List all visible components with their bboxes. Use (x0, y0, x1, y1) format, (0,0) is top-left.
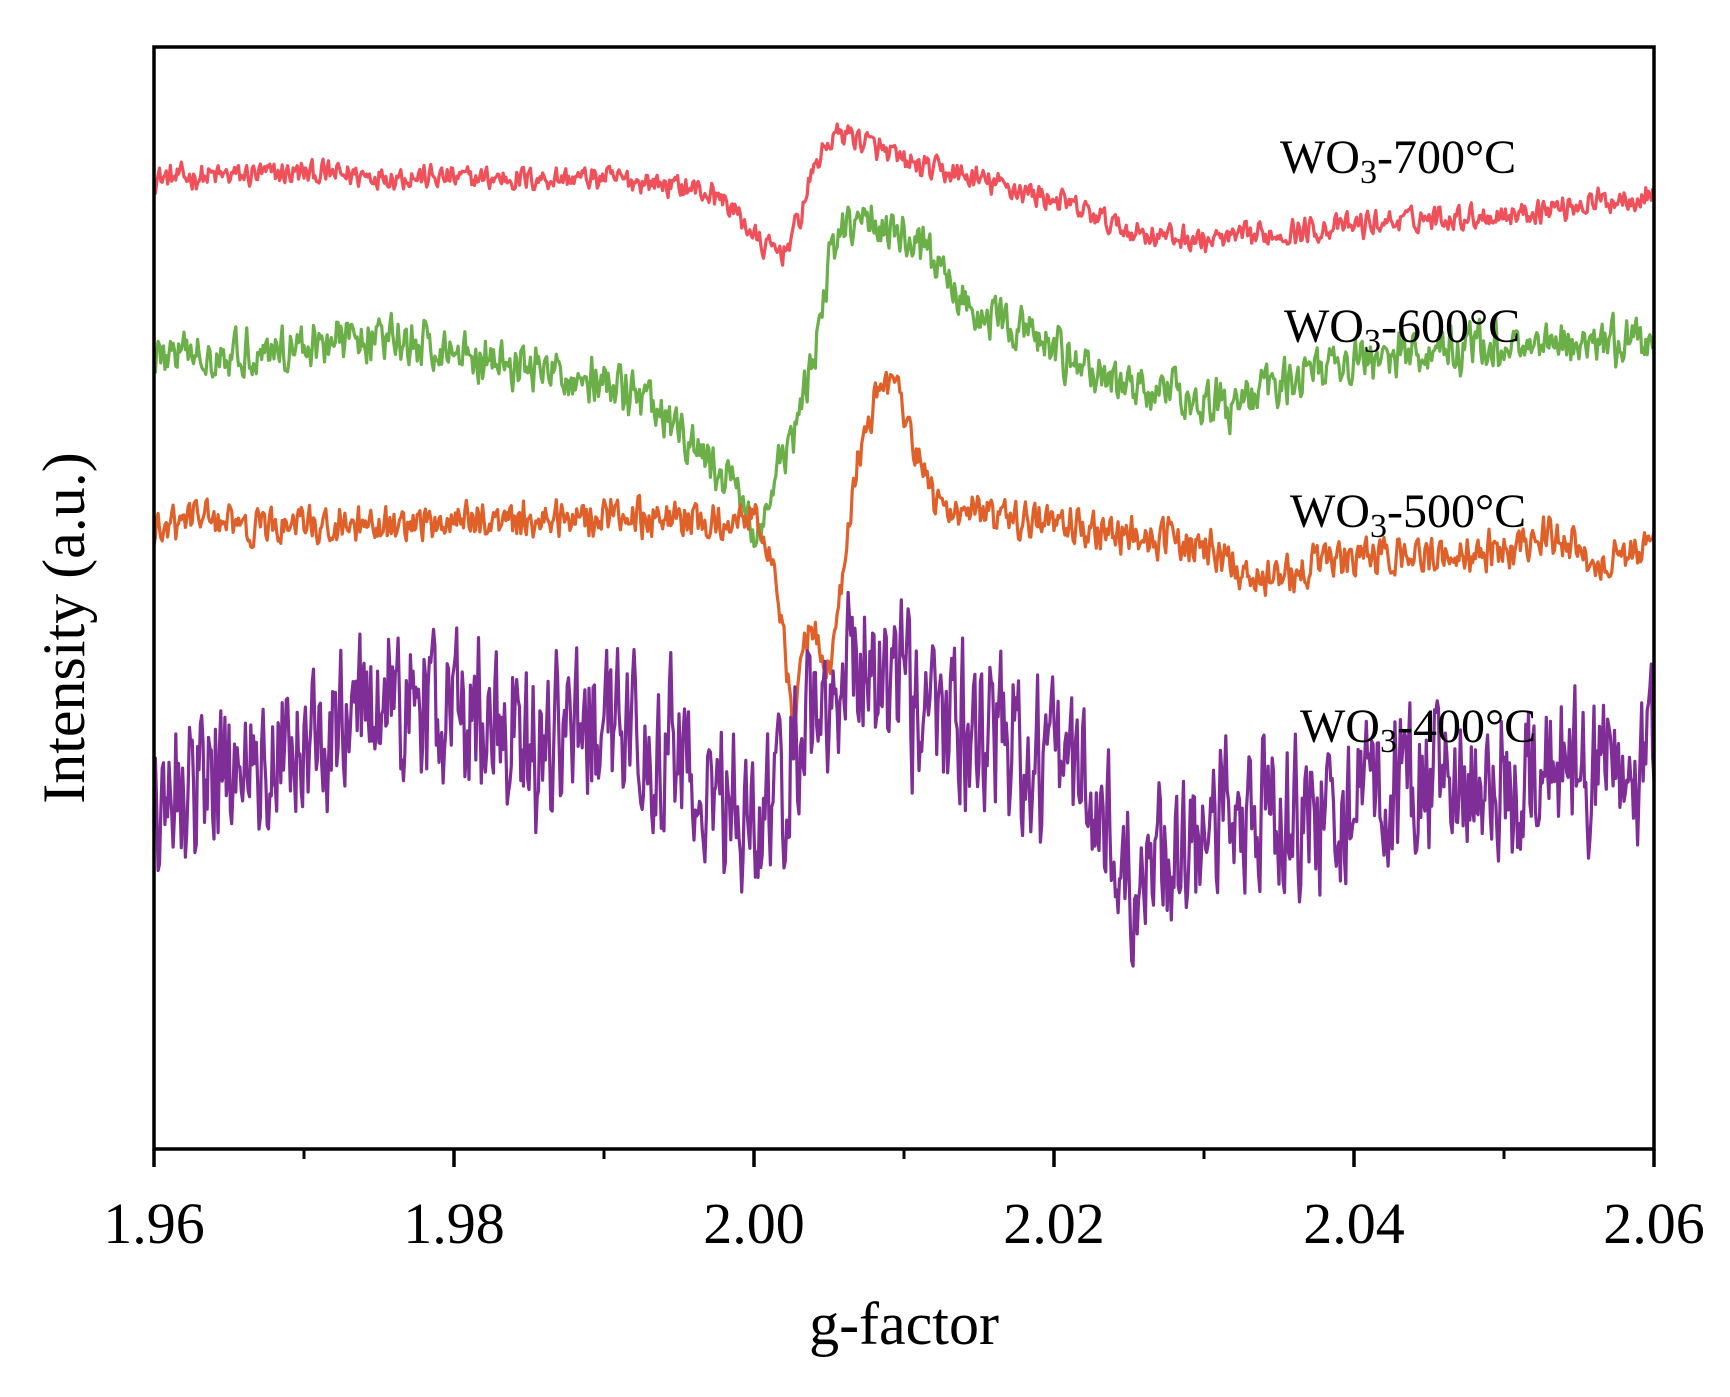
series-line-500 (152, 370, 1656, 750)
series-label-600: WO3-600°C (1284, 300, 1520, 360)
x-tick-label: 2.04 (1303, 1191, 1405, 1256)
series-line-400 (152, 590, 1656, 968)
series-label-400: WO3-400°C (1300, 700, 1536, 760)
x-tick-label: 1.98 (403, 1191, 505, 1256)
series-label-500: WO3-500°C (1290, 485, 1526, 545)
x-tick-label: 1.96 (103, 1191, 205, 1256)
series-line-600 (153, 204, 1656, 549)
series-line-700 (152, 122, 1656, 267)
x-tick-label: 2.00 (703, 1191, 805, 1256)
x-tick-label: 2.06 (1603, 1191, 1705, 1256)
y-axis-title: Intensity (a.u.) (31, 452, 97, 804)
series-labels: WO3-700°C WO3-600°C WO3-500°C WO3-400°C (1280, 131, 1536, 760)
x-axis-title: g-factor (809, 1291, 999, 1357)
ticks-layer: 1.96 1.98 2.00 2.02 2.04 2.06 (103, 1149, 1705, 1256)
x-tick-label: 2.02 (1003, 1191, 1105, 1256)
series-layer (152, 122, 1656, 968)
series-label-700: WO3-700°C (1280, 131, 1516, 191)
